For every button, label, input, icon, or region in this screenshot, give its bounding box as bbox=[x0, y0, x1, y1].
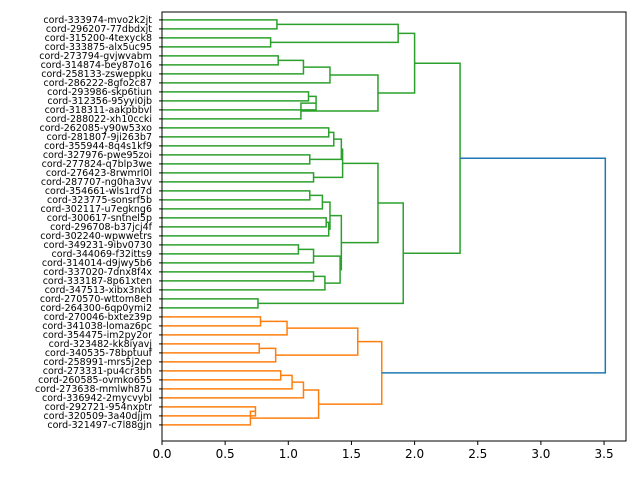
dendrogram-link bbox=[162, 316, 262, 327]
x-tick-label: 1.0 bbox=[279, 447, 298, 461]
leaf-label: cord-333974-mvo2k2jt bbox=[43, 15, 152, 26]
leaf-label: cord-340535-78bptuuf bbox=[45, 348, 153, 359]
dendrogram-link bbox=[162, 154, 311, 165]
x-tick-label: 2.0 bbox=[405, 447, 424, 461]
leaf-label: cord-337020-7dnx8f4x bbox=[43, 267, 152, 278]
leaf-label: cord-354661-wls1rd7d bbox=[45, 186, 152, 197]
leaf-label: cord-314014-d9jwy5b6 bbox=[42, 258, 152, 269]
leaf-label: cord-286222-8gfo2c87 bbox=[43, 78, 152, 89]
leaf-label: cord-312356-95yyi0jb bbox=[47, 96, 152, 107]
dendrogram-link bbox=[162, 172, 315, 183]
leaf-label: cord-293986-skp6tiun bbox=[47, 87, 152, 98]
dendrogram-link bbox=[403, 62, 461, 254]
leaf-label: cord-314874-bey87o16 bbox=[41, 60, 152, 71]
leaf-label: cord-354475-im2py2or bbox=[43, 330, 152, 341]
dendrogram-link bbox=[162, 131, 335, 147]
dendrogram-link bbox=[162, 127, 330, 138]
leaf-label: cord-355944-8q4s1kf9 bbox=[44, 141, 152, 152]
dendrogram-link bbox=[162, 275, 326, 291]
leaf-label: cord-336942-2mycvybl bbox=[42, 393, 152, 404]
leaf-label: cord-288022-xh10ccki bbox=[46, 114, 152, 125]
dendrogram-link bbox=[162, 217, 327, 228]
leaf-label: cord-258991-mrs5j2ep bbox=[43, 357, 152, 368]
dendrogram-link bbox=[250, 389, 320, 419]
dendrogram-links bbox=[162, 19, 607, 426]
leaf-label: cord-318311-aakpbbvl bbox=[45, 105, 152, 116]
dendrogram-link bbox=[162, 66, 331, 84]
leaf-label: cord-315200-4texyck8 bbox=[45, 33, 152, 44]
x-tick-label: 0.5 bbox=[216, 447, 235, 461]
leaf-label: cord-327976-pwe95zoi bbox=[43, 150, 152, 161]
x-tick-label: 0.0 bbox=[152, 447, 171, 461]
dendrogram-link bbox=[341, 162, 379, 244]
dendrogram-link bbox=[162, 370, 282, 381]
dendrogram-link bbox=[162, 194, 324, 210]
dendrogram-link bbox=[162, 59, 305, 75]
x-axis-ticks: 0.0 0.5 1.0 1.5 2.0 2.5 3.0 3.5 bbox=[152, 441, 614, 461]
dendrogram-link bbox=[162, 19, 278, 30]
leaf-label: cord-323775-sonsrf5b bbox=[47, 195, 152, 206]
x-tick-label: 3.0 bbox=[531, 447, 550, 461]
leaf-label: cord-296708-b37jcj4f bbox=[50, 222, 153, 233]
leaf-label: cord-270046-bxtez39p bbox=[44, 312, 152, 323]
leaf-label: cord-273794-gvjwvabm bbox=[39, 51, 152, 62]
leaf-label: cord-321497-c7l88gjn bbox=[47, 420, 152, 431]
leaf-label: cord-292721-954nxptr bbox=[45, 402, 152, 413]
dendrogram-link bbox=[300, 74, 379, 112]
leaf-label: cord-333875-alx5uc95 bbox=[45, 42, 152, 53]
leaf-label: cord-262085-y90w53xo bbox=[40, 123, 153, 134]
leaf-label: cord-281807-9ji263b7 bbox=[47, 132, 152, 143]
dendrogram-link bbox=[270, 23, 399, 44]
leaf-label: cord-296207-77dbdxjt bbox=[46, 24, 152, 35]
leaf-labels: cord-333974-mvo2k2jtcord-296207-77dbdxjt… bbox=[35, 15, 162, 431]
leaf-label: cord-264300-6qp0ymi2 bbox=[40, 303, 152, 314]
dendrogram-link bbox=[162, 381, 305, 399]
x-tick-label: 3.5 bbox=[595, 447, 614, 461]
dendrogram-link bbox=[275, 327, 359, 356]
dendrogram-link bbox=[162, 190, 311, 201]
dendrogram-link bbox=[162, 271, 315, 282]
dendrogram-link bbox=[162, 248, 315, 264]
leaf-label: cord-270570-wttom8eh bbox=[40, 294, 152, 305]
dendrogram-link bbox=[162, 244, 300, 255]
leaf-label: cord-349231-9ibv0730 bbox=[44, 240, 152, 251]
leaf-label: cord-302240-wpwwetrs bbox=[40, 231, 152, 242]
leaf-label: cord-302117-u7egkng6 bbox=[41, 204, 152, 215]
x-tick-label: 2.5 bbox=[468, 447, 487, 461]
leaf-label: cord-258133-zsweppku bbox=[41, 69, 152, 80]
leaf-label: cord-300617-sntnel5p bbox=[47, 213, 152, 224]
leaf-label: cord-341038-lomaz6pc bbox=[42, 321, 152, 332]
leaf-label: cord-287707-ng0ha3vv bbox=[41, 177, 153, 188]
dendrogram-link bbox=[162, 95, 317, 111]
dendrogram-link bbox=[162, 320, 288, 336]
leaf-label: cord-320509-3a40djjm bbox=[44, 411, 152, 422]
dendrogram-link bbox=[162, 374, 293, 390]
dendrogram-link bbox=[381, 157, 607, 374]
dendrogram-link bbox=[162, 37, 272, 48]
leaf-label: cord-273331-pu4cr3bh bbox=[43, 366, 152, 377]
leaf-label: cord-273638-mmlwh87u bbox=[35, 384, 152, 395]
leaf-label: cord-277824-q7blp3we bbox=[42, 159, 153, 170]
dendrogram-link bbox=[162, 221, 330, 237]
dendrogram-link bbox=[313, 255, 341, 284]
dendrogram-link bbox=[309, 138, 343, 161]
x-tick-label: 1.5 bbox=[342, 447, 361, 461]
leaf-label: cord-347513-xibx3nkd bbox=[45, 285, 152, 296]
dendrogram-link bbox=[162, 406, 257, 417]
dendrogram-link bbox=[162, 343, 261, 354]
leaf-label: cord-344069-f32itts9 bbox=[52, 249, 152, 260]
leaf-label: cord-333187-8p61xten bbox=[43, 276, 152, 287]
dendrogram-link bbox=[162, 102, 317, 120]
dendrogram-link bbox=[162, 91, 310, 102]
leaf-label: cord-323482-kk8iyavj bbox=[49, 339, 152, 350]
leaf-label: cord-260585-ovmko655 bbox=[38, 375, 152, 386]
dendrogram-link bbox=[162, 298, 259, 309]
leaf-label: cord-276423-8rwmrl0l bbox=[46, 168, 152, 179]
dendrogram-link bbox=[313, 148, 344, 179]
dendrogram-link bbox=[162, 55, 279, 66]
dendrogram-link bbox=[162, 410, 256, 426]
dendrogram-link bbox=[318, 340, 383, 405]
